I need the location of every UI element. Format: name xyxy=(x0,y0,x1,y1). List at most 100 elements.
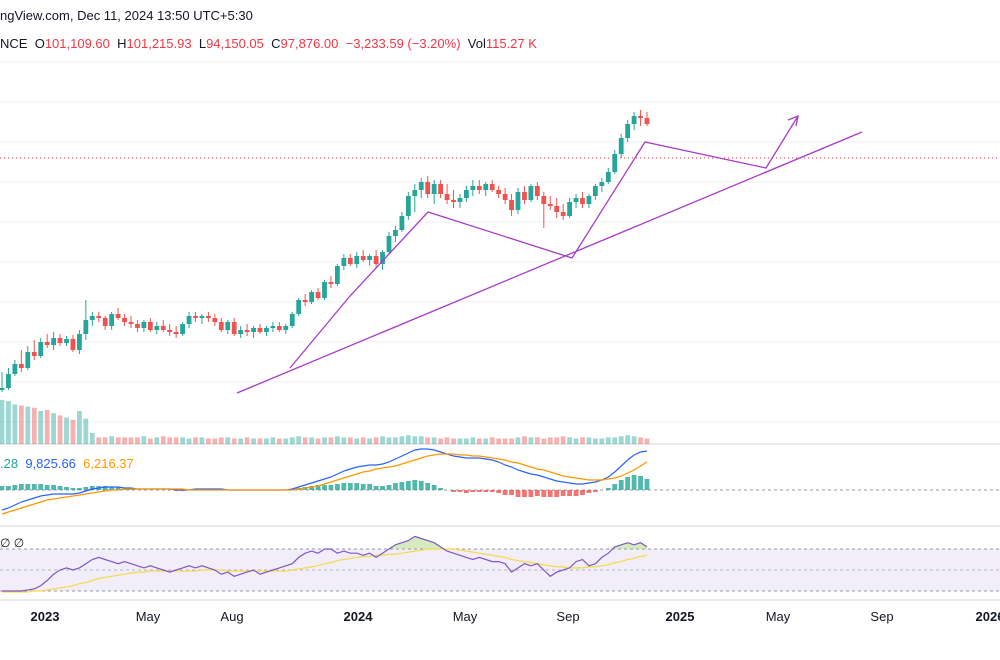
candle xyxy=(193,312,198,322)
rsi-ma-line xyxy=(2,548,648,593)
volume-bar xyxy=(489,437,495,444)
vol-value: 115.27 K xyxy=(485,36,537,51)
candle-body xyxy=(212,318,218,322)
volume-bar xyxy=(89,433,95,444)
volume-bar xyxy=(44,409,50,444)
candle-body xyxy=(593,186,598,196)
volume-bar xyxy=(360,437,366,444)
high-label: H xyxy=(117,36,127,51)
volume-bar xyxy=(264,438,269,444)
candle xyxy=(38,338,44,358)
macd-histogram-bar xyxy=(528,490,534,497)
candle xyxy=(612,150,618,174)
macd-histogram-bar xyxy=(522,490,527,497)
volume-bar xyxy=(128,437,134,444)
volume-bar xyxy=(180,437,185,444)
candle-body xyxy=(270,326,276,328)
macd-histogram-bar xyxy=(360,484,366,490)
macd-histogram-bar xyxy=(483,490,489,492)
volume-bar xyxy=(283,438,289,444)
volume-bar xyxy=(341,437,347,444)
signal-line-value: 6,216.37 xyxy=(83,456,134,471)
macd-histogram-bar xyxy=(567,490,572,496)
projection-arrowhead xyxy=(787,114,799,127)
time-axis-label: Sep xyxy=(556,609,579,624)
candle-body xyxy=(425,182,431,194)
volume-bar xyxy=(102,437,108,444)
candle-body xyxy=(360,256,366,260)
candle-body xyxy=(605,172,611,182)
volume-bar xyxy=(399,436,405,444)
candle xyxy=(347,254,353,266)
candle xyxy=(367,254,373,266)
candle-body xyxy=(173,332,179,334)
candle-body xyxy=(560,212,566,216)
candle xyxy=(289,312,295,328)
volume-bar xyxy=(83,418,89,444)
volume-bar xyxy=(109,436,115,444)
candle xyxy=(167,324,173,336)
macd-histogram-bar xyxy=(77,488,82,490)
candle-body xyxy=(335,266,340,284)
macd-histogram-bar xyxy=(451,490,456,492)
candle xyxy=(238,326,244,338)
volume-bar xyxy=(276,438,282,444)
candle xyxy=(257,324,263,334)
candle xyxy=(638,110,643,126)
volume-bar xyxy=(335,436,340,444)
macd-histogram-bar xyxy=(354,483,360,490)
macd-histogram-bar xyxy=(18,484,24,490)
volume-bar xyxy=(554,437,560,444)
volume-bar xyxy=(612,437,618,444)
candle xyxy=(405,192,411,220)
macd-histogram-bar xyxy=(605,488,611,490)
candle xyxy=(231,318,237,336)
candle xyxy=(373,250,379,268)
candle-body xyxy=(534,186,540,196)
time-axis-label: 2026 xyxy=(976,609,1000,624)
low-value: 94,150.05 xyxy=(206,36,264,51)
macd-histogram-bar xyxy=(534,490,540,496)
candle-body xyxy=(328,282,334,284)
volume-bar xyxy=(141,436,147,444)
volume-bar xyxy=(193,437,198,444)
volume-bar xyxy=(560,436,566,444)
volume-bar xyxy=(476,438,482,444)
macd-histogram-bar xyxy=(367,484,373,490)
macd-histogram-bar xyxy=(38,484,44,490)
candle xyxy=(186,312,192,328)
candle xyxy=(141,320,147,332)
candle xyxy=(438,180,443,198)
volume-bar xyxy=(70,419,76,444)
macd-histogram-value: .28 xyxy=(0,456,19,471)
candle-body xyxy=(496,190,502,194)
volume-bar xyxy=(457,438,463,444)
candle-body xyxy=(141,322,147,328)
candle xyxy=(483,182,489,196)
candle xyxy=(18,350,24,372)
volume-bar xyxy=(483,438,489,444)
volume-bar xyxy=(567,437,572,444)
close-label: C xyxy=(271,36,281,51)
candle xyxy=(515,188,521,214)
candle-body xyxy=(631,116,637,124)
macd-histogram-bar xyxy=(496,490,502,493)
candle xyxy=(180,322,185,336)
volume-bar xyxy=(644,438,650,444)
macd-histogram-bar xyxy=(573,490,579,496)
macd-histogram-bar xyxy=(115,487,121,490)
candle-body xyxy=(238,330,244,334)
macd-histogram-bar xyxy=(315,485,321,490)
volume-bar xyxy=(6,401,11,444)
macd-histogram-bar xyxy=(70,488,76,490)
candle xyxy=(625,120,631,142)
candle-body xyxy=(302,300,308,302)
candle xyxy=(386,232,392,254)
volume-bar xyxy=(451,438,456,444)
candle-body xyxy=(122,318,127,322)
vol-label: Vol xyxy=(467,36,486,51)
candle-body xyxy=(554,206,560,212)
candle-body xyxy=(18,364,24,368)
time-axis-label: May xyxy=(453,609,478,624)
